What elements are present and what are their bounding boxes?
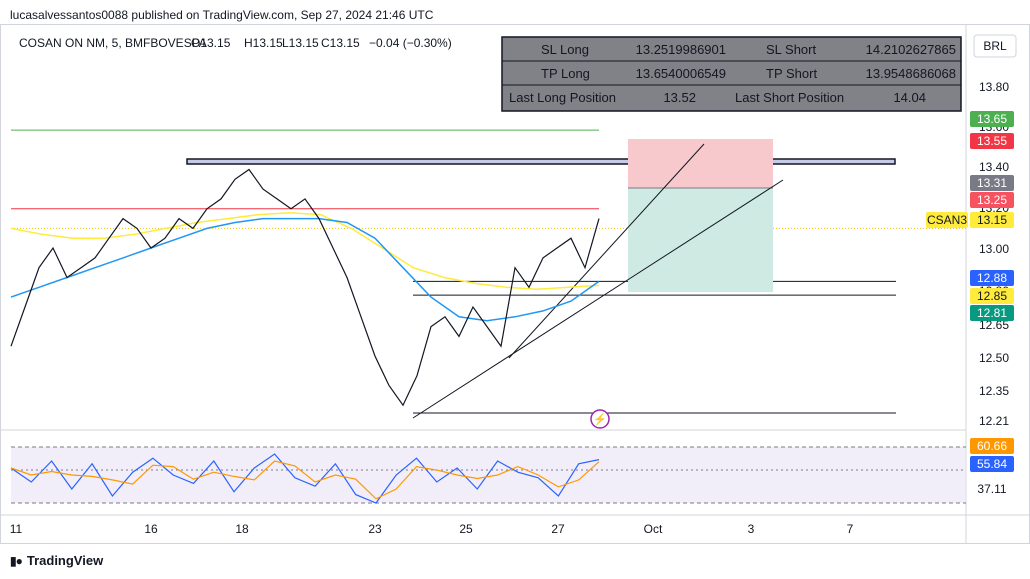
time-tick-label: 7 [847,522,854,536]
info-table: SL Long 13.2519986901 SL Short 14.210262786… [501,36,962,112]
info-table-cell: SL Short [766,42,816,57]
currency-button[interactable] [973,34,1017,58]
ohlc-high: H13.15 [244,36,283,50]
rsi-tick-label: 37.11 [977,482,1006,496]
info-table-cell: 14.04 [893,90,926,105]
price-label-text: 13.55 [977,134,1007,148]
price-label-badge [970,192,1014,208]
ohlc-change: −0.04 (−0.30%) [369,36,452,50]
price-label-badge [970,133,1014,149]
price-tick-label: 12.35 [979,384,1009,398]
ma-blue-line[interactable] [10,217,600,322]
time-tick-label: 11 [10,522,23,536]
info-table-cell: Last Short Position [735,90,844,105]
info-table-cell: 13.6540006549 [636,66,726,81]
price-label-text: 12.81 [977,306,1007,320]
price-label-text: 13.31 [977,176,1007,190]
rsi-line[interactable] [10,453,600,504]
resistance-rectangle[interactable] [186,158,896,165]
event-icon[interactable] [590,409,610,429]
tradingview-footer[interactable]: ▮● TradingView [10,553,103,568]
tradingview-logo-icon: ▮● [10,553,23,568]
rsi-ma-line[interactable] [10,460,600,500]
price-label-text: 13.15 [977,213,1007,227]
symbol-title[interactable]: COSAN ON NM, 5, BMFBOVESPA [19,36,207,50]
lightning-icon: ⚡ [593,413,607,426]
ticker-tag-text: CSAN3 [927,213,967,227]
time-tick-label: 23 [368,522,382,536]
price-tick-label: 12.65 [979,318,1009,332]
trend-line[interactable] [508,143,705,359]
price-label-badge [970,175,1014,191]
info-table-cell: 13.52 [663,90,696,105]
info-table-bg [501,36,962,112]
time-tick-label: 27 [551,522,565,536]
price-tick-label: 13.00 [979,242,1009,256]
info-table-cell: 13.2519986901 [636,42,726,57]
rsi-label-badge [970,456,1014,472]
rsi-band [11,447,966,503]
trend-line[interactable] [412,179,784,419]
currency-label: BRL [983,39,1007,53]
price-label-badge [970,212,1014,228]
info-table-cell: 14.2102627865 [866,42,956,57]
ohlc-open: O13.15 [191,36,231,50]
price-label-badge [970,270,1014,286]
ticker-tag [926,212,968,228]
chart-frame: COSAN ON NM, 5, BMFBOVESPA O13.15 H13.15… [0,24,1030,544]
price-label-text: 12.88 [977,271,1007,285]
price-label-text: 12.85 [977,289,1007,303]
price-label-text: 13.65 [977,112,1007,126]
price-tick-label: 12.21 [979,414,1009,428]
info-table-cell: 13.9548686068 [866,66,956,81]
ohlc-close: C13.15 [321,36,360,50]
price-label-badge [970,111,1014,127]
rsi-label-badge [970,438,1014,454]
rsi-label-text: 60.66 [977,439,1007,453]
time-tick-label: 16 [144,522,158,536]
target-zone[interactable] [628,188,773,292]
time-tick-label: 18 [235,522,249,536]
info-table-cell: TP Long [541,66,590,81]
time-tick-label: 25 [459,522,473,536]
ohlc-low: L13.15 [282,36,319,50]
info-table-cell: SL Long [541,42,589,57]
price-label-badge [970,305,1014,321]
time-tick-label: 3 [748,522,755,536]
info-table-cell: TP Short [766,66,817,81]
publish-header: lucasalvessantos0088 published on Tradin… [10,8,434,22]
price-tick-label: 12.50 [979,351,1009,365]
price-tick-label: 13.40 [979,160,1009,174]
price-label-text: 13.25 [977,193,1007,207]
time-tick-label: Oct [644,522,663,536]
info-table-cell: Last Long Position [509,90,616,105]
price-label-badge [970,288,1014,304]
price-line[interactable] [10,168,600,407]
stop-zone[interactable] [628,139,773,188]
price-tick-label: 13.80 [979,80,1009,94]
chart-canvas[interactable]: COSAN ON NM, 5, BMFBOVESPA O13.15 H13.15… [1,25,1029,543]
tradingview-brand: TradingView [26,553,104,568]
rsi-label-text: 55.84 [977,457,1007,471]
